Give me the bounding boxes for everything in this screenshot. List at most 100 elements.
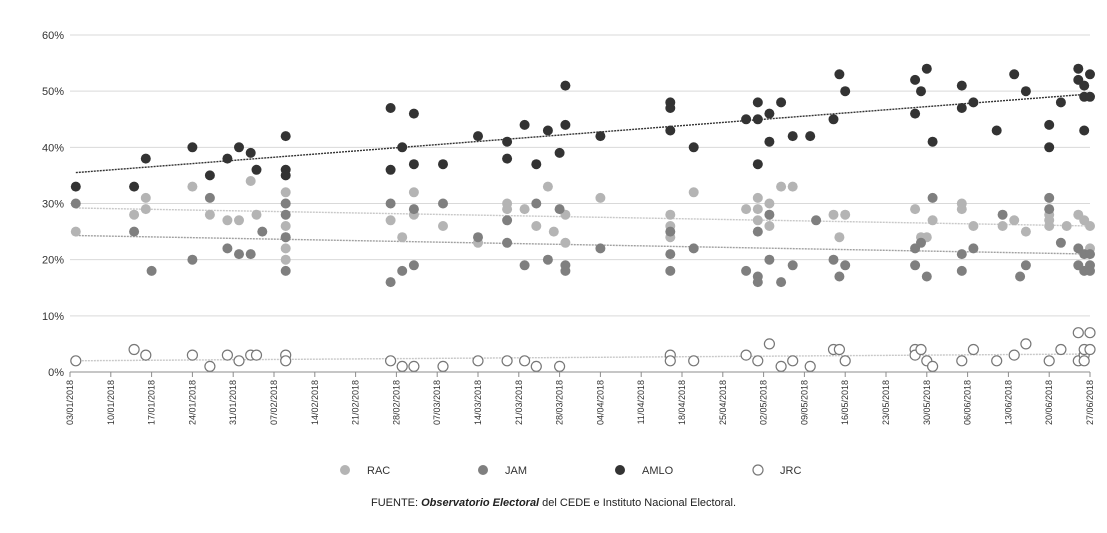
point-jam: [146, 265, 157, 276]
point-rac: [1020, 226, 1031, 237]
y-tick-label: 40%: [42, 142, 64, 154]
point-amlo: [542, 125, 553, 136]
x-tick-label: 02/05/2018: [759, 380, 769, 425]
point-rac: [968, 221, 979, 231]
point-rac: [70, 226, 81, 237]
point-rac: [752, 192, 763, 203]
point-rac: [764, 221, 775, 231]
point-amlo: [991, 125, 1002, 136]
source-prefix: FUENTE:: [371, 497, 422, 509]
point-amlo: [805, 131, 816, 142]
point-rac: [752, 204, 763, 215]
legend-label-amlo: AMLO: [642, 465, 674, 477]
point-rac: [1009, 215, 1020, 226]
point-amlo: [1079, 80, 1090, 91]
point-rac: [280, 243, 291, 254]
point-jrc: [740, 349, 752, 361]
point-jrc: [1084, 327, 1096, 339]
point-amlo: [397, 142, 408, 153]
point-jrc: [752, 355, 764, 367]
point-amlo: [752, 159, 763, 170]
point-amlo: [70, 181, 81, 192]
point-jam: [910, 260, 921, 271]
point-jam: [560, 265, 571, 276]
point-rac: [741, 204, 752, 215]
point-amlo: [752, 114, 763, 125]
point-amlo: [665, 125, 676, 136]
point-rac: [140, 204, 151, 215]
x-tick-label: 25/04/2018: [718, 380, 728, 425]
point-amlo: [502, 153, 513, 164]
point-jam: [764, 209, 775, 220]
point-rac: [560, 237, 571, 248]
scatter-chart: 0% 10% 20% 30% 40% 50% 60% 03/01/2018 10/01/201…: [42, 30, 1096, 477]
point-rac: [397, 232, 408, 243]
point-jam: [542, 254, 553, 265]
point-rac: [385, 215, 396, 226]
point-amlo: [956, 103, 967, 113]
point-amlo: [408, 159, 419, 170]
point-rac: [776, 181, 787, 192]
point-jam: [502, 215, 513, 226]
point-jam: [916, 237, 926, 248]
point-jam: [438, 198, 448, 209]
trend-line-rac: [75, 207, 1091, 227]
x-tick-label: 20/06/2018: [1044, 380, 1054, 425]
point-jam: [473, 232, 483, 243]
point-jam: [828, 254, 839, 265]
x-tick-label: 27/06/2018: [1085, 380, 1095, 425]
legend-marker-jam: [478, 465, 488, 475]
x-tick-label: 28/03/2018: [555, 380, 565, 425]
point-jam: [997, 209, 1008, 220]
point-amlo: [560, 80, 571, 91]
point-jrc: [1020, 338, 1032, 350]
point-amlo: [280, 131, 291, 142]
point-jrc: [956, 355, 968, 367]
point-amlo: [741, 114, 752, 125]
point-amlo: [1044, 119, 1055, 130]
point-amlo: [438, 159, 448, 170]
point-amlo: [222, 153, 233, 164]
point-jrc: [926, 360, 939, 372]
point-jam: [280, 265, 291, 276]
point-rac: [688, 187, 699, 198]
trend-lines: [75, 93, 1091, 362]
x-tick-label: 28/02/2018: [391, 380, 401, 425]
x-tick-label: 17/01/2018: [147, 380, 157, 425]
point-amlo: [1009, 69, 1020, 80]
point-jrc: [408, 360, 420, 372]
x-tick-label: 30/05/2018: [922, 380, 932, 425]
point-rac: [129, 209, 140, 220]
point-rac: [222, 215, 233, 226]
point-amlo: [408, 108, 419, 119]
point-jam: [595, 243, 606, 254]
point-rac: [234, 215, 244, 226]
x-tick-label: 16/05/2018: [840, 380, 850, 425]
point-amlo: [187, 142, 198, 153]
point-jrc: [833, 343, 846, 356]
point-rac: [519, 204, 530, 215]
point-rac: [595, 192, 606, 203]
point-jrc: [385, 355, 397, 367]
point-amlo: [1020, 86, 1031, 97]
point-jam: [956, 265, 967, 276]
point-amlo: [560, 119, 571, 130]
point-jrc: [396, 360, 408, 372]
point-jam: [1055, 237, 1066, 248]
point-rac: [204, 209, 215, 220]
point-rac: [910, 204, 921, 215]
point-jam: [385, 198, 396, 209]
x-tick-label: 14/03/2018: [473, 380, 483, 425]
legend-label-jam: JAM: [505, 465, 527, 477]
trend-line-jrc: [75, 353, 1091, 362]
point-jrc: [1078, 355, 1090, 367]
point-jrc: [221, 349, 233, 361]
point-jam: [665, 249, 676, 260]
x-tick-label: 14/02/2018: [310, 380, 320, 425]
point-jam: [531, 198, 542, 209]
point-jam: [1044, 192, 1055, 203]
point-amlo: [234, 142, 244, 153]
point-rac: [997, 221, 1008, 231]
point-jam: [129, 226, 140, 237]
point-amlo: [956, 80, 967, 91]
